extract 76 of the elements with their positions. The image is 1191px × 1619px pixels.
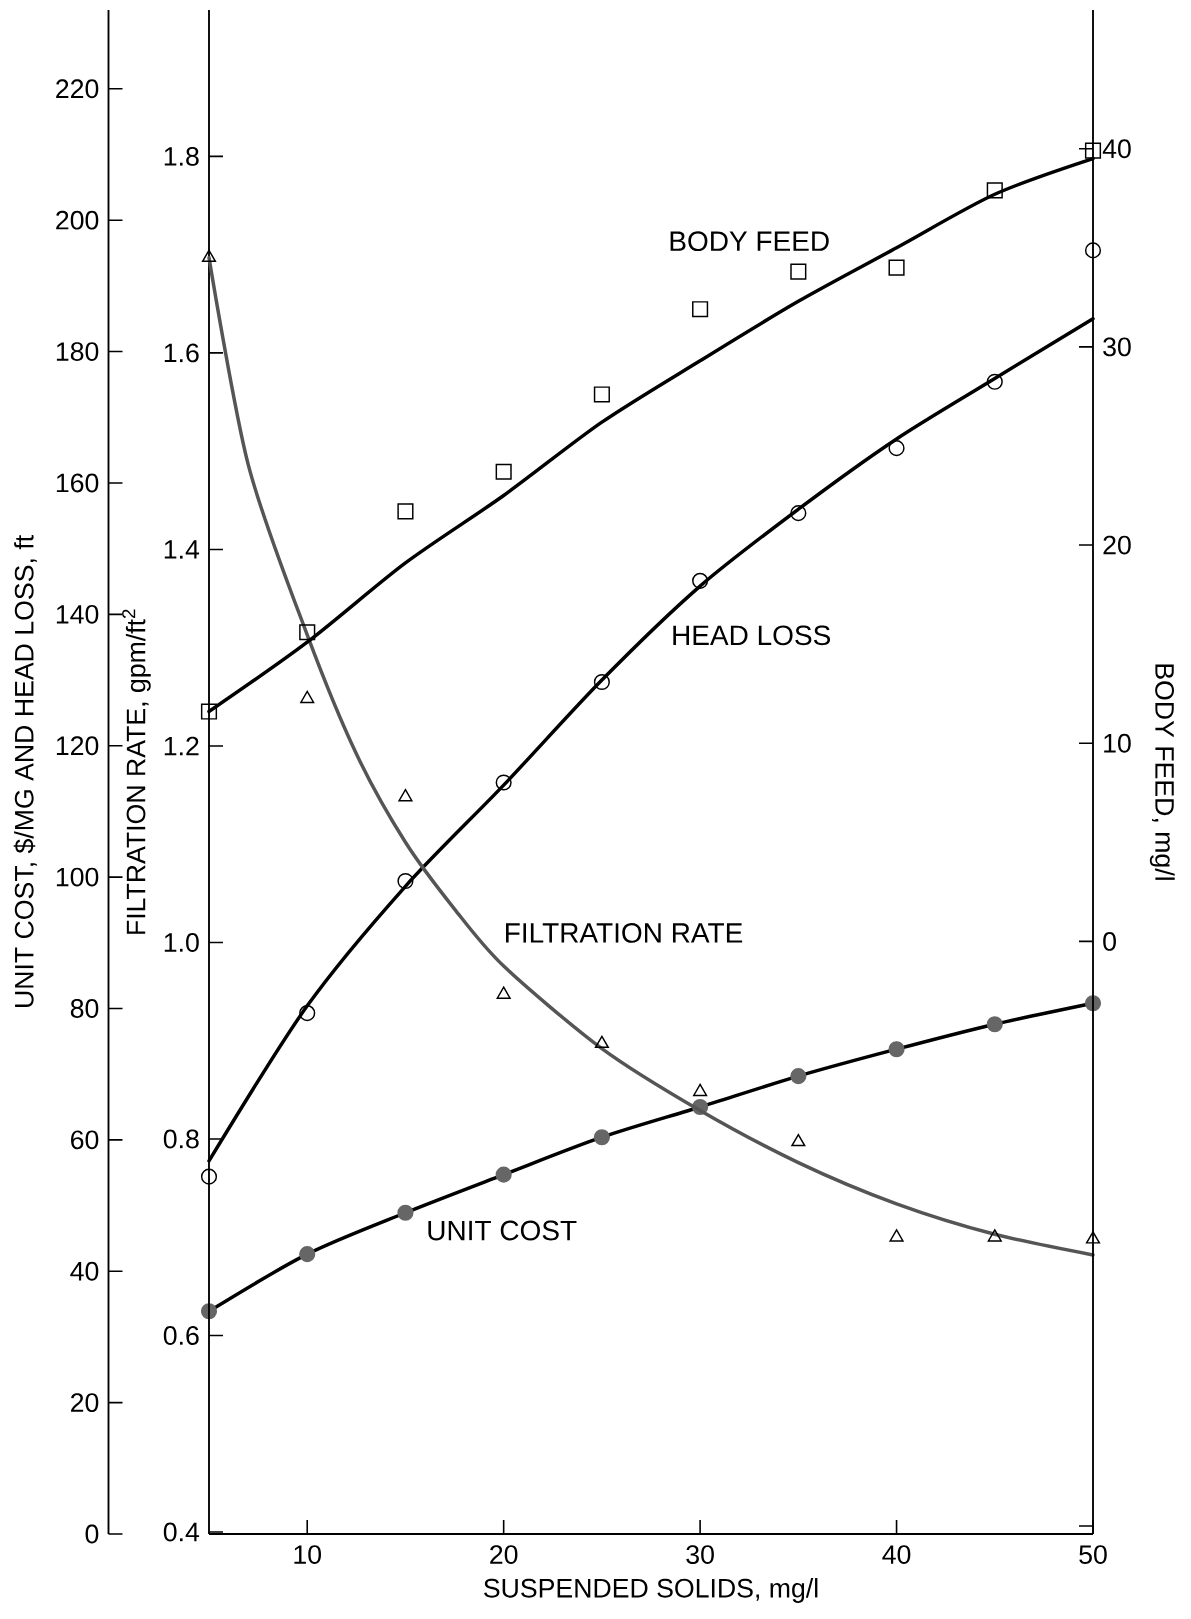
point (299, 1246, 316, 1263)
point (692, 572, 709, 589)
point (986, 182, 1003, 199)
y3-tick-label: 0 (1103, 931, 1116, 951)
point (300, 690, 315, 704)
point (495, 1166, 512, 1183)
series-label: FILTRATION RATE (506, 923, 743, 943)
x-tick-label: 30 (686, 1545, 714, 1565)
line-series (207, 255, 1095, 1257)
point (397, 872, 414, 890)
y-tick-label: 40 (70, 1261, 99, 1281)
y2-tick-label: 0.4 (163, 1522, 200, 1542)
point (986, 1016, 1003, 1033)
point (397, 503, 414, 520)
y-tick-label: 20 (71, 1393, 99, 1413)
y-tick-label: 60 (71, 1130, 99, 1150)
series-label: UNIT COST (428, 1220, 577, 1241)
y2-tick-label: 1.0 (164, 933, 199, 952)
x-tick-label: 20 (490, 1545, 518, 1565)
point (495, 774, 512, 791)
y2-tick-label: 0.8 (163, 1129, 199, 1149)
point (299, 1004, 316, 1022)
point (397, 1204, 414, 1221)
point (200, 703, 218, 720)
point (398, 788, 413, 802)
y-tick-label: 200 (56, 210, 99, 230)
point (1084, 142, 1102, 159)
point (299, 624, 316, 641)
y3-tick-label: 10 (1104, 733, 1131, 753)
y-tick-label: 220 (56, 79, 99, 99)
y2-tick-label: 1.6 (164, 343, 199, 363)
y-tick-label: 80 (70, 999, 99, 1018)
point (594, 1035, 609, 1049)
x-tick-label: 50 (1079, 1545, 1107, 1565)
point (201, 249, 217, 263)
y-tick-label: 140 (56, 604, 99, 624)
point (693, 1083, 708, 1097)
point (1084, 242, 1102, 259)
y-tick-label: 180 (56, 342, 99, 361)
y-tick-label: 0 (85, 1524, 99, 1544)
point (496, 986, 511, 999)
x-axis-title: SUSPENDED SOLIDS, mg/l (484, 1578, 818, 1603)
y3-tick-label: 30 (1103, 337, 1131, 357)
point (593, 386, 610, 403)
point (495, 463, 512, 480)
y3-tick-label: 40 (1102, 139, 1131, 159)
y-tick-label: 100 (56, 867, 99, 887)
point (888, 440, 905, 457)
point (986, 373, 1003, 390)
point (593, 1129, 610, 1146)
y-tick-label: 160 (56, 473, 99, 493)
point (790, 263, 807, 280)
y3-tick-label: 20 (1103, 535, 1131, 555)
y2-tick-label: 1.2 (164, 736, 199, 756)
point (790, 505, 807, 522)
point (889, 1229, 904, 1242)
point (593, 673, 610, 691)
y-tick-label: 120 (56, 736, 99, 756)
series-label: HEAD LOSS (673, 625, 831, 646)
x-tick-label: 10 (294, 1545, 321, 1565)
point (791, 1133, 806, 1147)
point (888, 259, 905, 276)
y2-tick-label: 1.8 (164, 146, 199, 166)
y2-axis-title: FILTRATION RATE, gpm/ft$^{2}$ (122, 609, 151, 934)
point (1085, 1231, 1101, 1244)
point (790, 1068, 807, 1085)
point (888, 1041, 905, 1058)
x-tick-label: 40 (882, 1545, 911, 1565)
point (987, 1229, 1002, 1242)
y3-axis-title: BODY FEED, mg/l (1149, 664, 1175, 880)
y2-tick-label: 1.4 (164, 540, 200, 559)
series-label: BODY FEED (670, 231, 829, 252)
point (200, 1168, 218, 1185)
point (692, 301, 709, 318)
y2-tick-label: 0.6 (163, 1326, 199, 1345)
y-axis-title: UNIT COST, $/MG AND HEAD LOSS, ft (13, 535, 37, 1008)
